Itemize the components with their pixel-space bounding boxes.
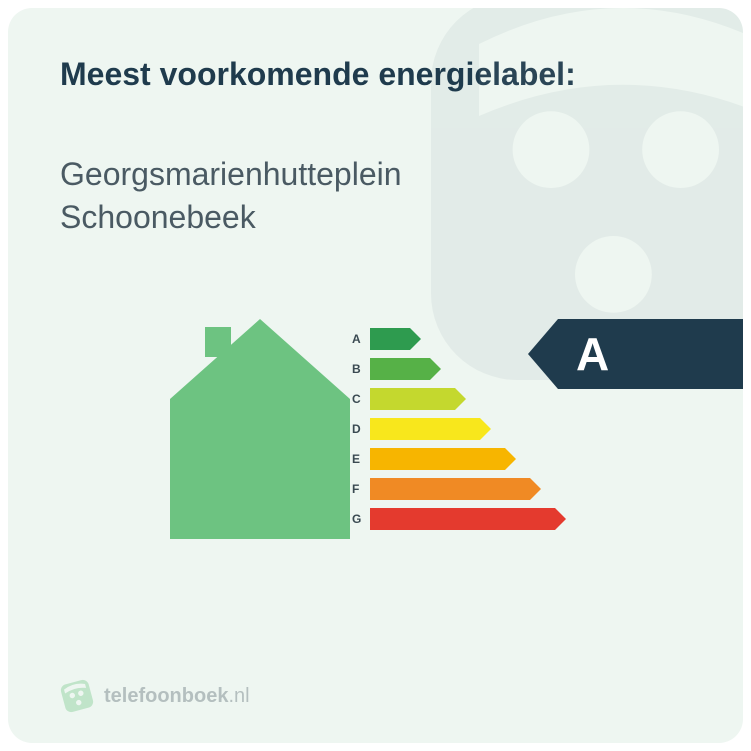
badge-body: A xyxy=(558,319,743,389)
energy-bar-label: F xyxy=(352,482,366,496)
card-title: Meest voorkomende energielabel: xyxy=(60,56,691,93)
energy-bar-row: D xyxy=(352,417,555,441)
card-subtitle: Georgsmarienhutteplein Schoonebeek xyxy=(60,153,691,239)
energy-bar-shape xyxy=(370,388,455,410)
house-icon xyxy=(170,319,350,539)
energy-bars: A B C D E F G xyxy=(352,327,555,537)
result-badge: A xyxy=(528,319,743,389)
footer: telefoonboek.nl xyxy=(60,679,250,713)
footer-text: telefoonboek.nl xyxy=(104,685,250,708)
energy-bar-label: B xyxy=(352,362,366,376)
energy-bar-row: G xyxy=(352,507,555,531)
badge-arrow-icon xyxy=(528,319,558,389)
energy-bar-label: D xyxy=(352,422,366,436)
subtitle-line-2: Schoonebeek xyxy=(60,196,691,239)
energy-bar-row: A xyxy=(352,327,555,351)
energy-bar-shape xyxy=(370,508,555,530)
energy-bar-row: B xyxy=(352,357,555,381)
energy-bar-row: C xyxy=(352,387,555,411)
energy-bar-shape xyxy=(370,328,410,350)
energy-bar-label: E xyxy=(352,452,366,466)
subtitle-line-1: Georgsmarienhutteplein xyxy=(60,153,691,196)
energy-bar-row: F xyxy=(352,477,555,501)
energy-bar-shape xyxy=(370,478,530,500)
footer-brand: telefoonboek xyxy=(104,685,228,707)
footer-logo-icon xyxy=(56,675,98,717)
energy-bar-label: A xyxy=(352,332,366,346)
energy-bar-row: E xyxy=(352,447,555,471)
energy-bar-shape xyxy=(370,358,430,380)
energy-bar-shape xyxy=(370,448,505,470)
footer-domain: .nl xyxy=(228,685,249,707)
energy-bar-label: G xyxy=(352,512,366,526)
badge-letter: A xyxy=(576,327,609,381)
energy-label-card: Meest voorkomende energielabel: Georgsma… xyxy=(8,8,743,743)
energy-bar-shape xyxy=(370,418,480,440)
energy-bar-label: C xyxy=(352,392,366,406)
energy-chart: A B C D E F G A xyxy=(60,309,691,569)
